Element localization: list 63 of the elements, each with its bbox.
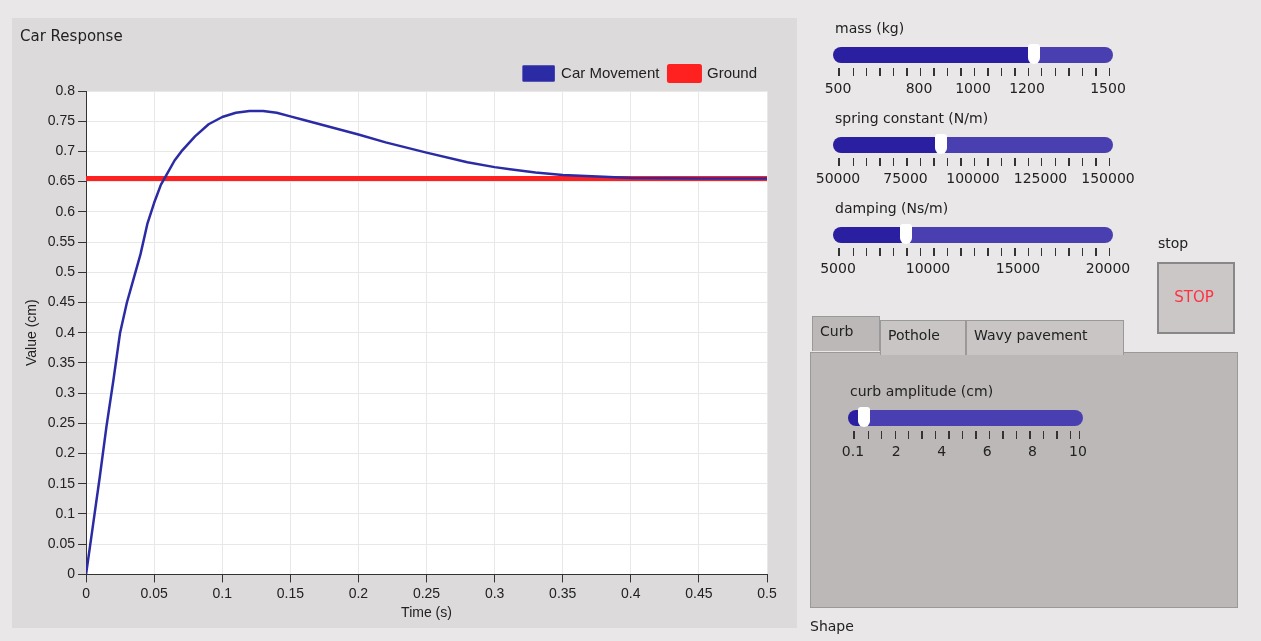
- x-tick-label: 0.2: [348, 584, 369, 601]
- text: 125000: [1013, 170, 1068, 186]
- y-tick-label: 0.15: [47, 474, 76, 491]
- text: 2: [891, 443, 901, 459]
- y-tick-label: 0: [67, 565, 76, 582]
- y-tick-label: 0.55: [47, 232, 76, 249]
- x-axis-title: Time (s): [401, 604, 452, 621]
- text: 75000: [883, 170, 928, 186]
- y-tick-label: 0.7: [55, 142, 76, 159]
- y-tick-label: 0.75: [47, 112, 76, 129]
- text: stop: [1158, 235, 1189, 251]
- x-tick-label: 0.4: [621, 584, 641, 601]
- text: 0.1: [841, 443, 865, 459]
- text: 500: [824, 80, 852, 96]
- x-tick-label: 0: [82, 584, 91, 601]
- text: 6: [982, 443, 992, 459]
- text: Curb: [820, 323, 854, 339]
- text: 1200: [1009, 80, 1045, 96]
- text: 150000: [1081, 170, 1135, 186]
- x-tick-label: 0.15: [276, 584, 305, 601]
- y-tick-label: 0.05: [47, 535, 76, 552]
- text: 8: [1028, 443, 1038, 459]
- y-tick-label: 0.1: [55, 504, 76, 521]
- text: curb amplitude (cm): [850, 383, 994, 399]
- y-tick-label: 0.4: [55, 323, 76, 340]
- text: 100000: [946, 170, 1000, 186]
- x-tick-label: 0.05: [140, 584, 168, 601]
- y-tick-label: 0.25: [47, 414, 76, 431]
- legend-label: Ground: [706, 63, 758, 81]
- x-tick-label: 0.35: [549, 584, 577, 601]
- x-tick-label: 0.1: [212, 584, 233, 601]
- y-tick-label: 0.45: [47, 293, 76, 310]
- text: damping (Ns/m): [835, 200, 949, 216]
- text: 1000: [955, 80, 991, 96]
- text: mass (kg): [835, 20, 905, 36]
- text: Wavy pavement: [974, 327, 1088, 343]
- text: 5000: [820, 260, 856, 276]
- x-tick-label: 0.25: [412, 584, 441, 601]
- text: STOP: [1174, 288, 1214, 306]
- text: 50000: [815, 170, 861, 186]
- text: 800: [905, 80, 933, 96]
- text: spring constant (N/m): [835, 110, 989, 126]
- y-tick-label: 0.65: [47, 172, 76, 189]
- legend-label: Car Movement: [561, 63, 661, 81]
- y-tick-label: 0.35: [47, 353, 76, 370]
- text: 15000: [995, 260, 1041, 276]
- y-axis-title: Value (cm): [23, 299, 40, 367]
- y-tick-label: 0.3: [55, 383, 76, 400]
- y-tick-label: 0.2: [55, 444, 76, 461]
- text: 1500: [1090, 80, 1126, 96]
- text: Pothole: [888, 327, 940, 343]
- x-tick-label: 0.5: [757, 584, 777, 601]
- x-tick-label: 0.3: [484, 584, 505, 601]
- y-tick-label: 0.5: [55, 263, 76, 280]
- text: 10: [1069, 443, 1087, 459]
- y-tick-label: 0.8: [55, 81, 76, 98]
- text: Shape: [810, 618, 854, 634]
- x-tick-label: 0.45: [685, 584, 713, 601]
- text: 10000: [905, 260, 951, 276]
- text: 20000: [1085, 260, 1131, 276]
- chart-title: Car Response: [20, 26, 123, 45]
- y-tick-label: 0.6: [55, 202, 76, 219]
- text: 4: [937, 443, 947, 459]
